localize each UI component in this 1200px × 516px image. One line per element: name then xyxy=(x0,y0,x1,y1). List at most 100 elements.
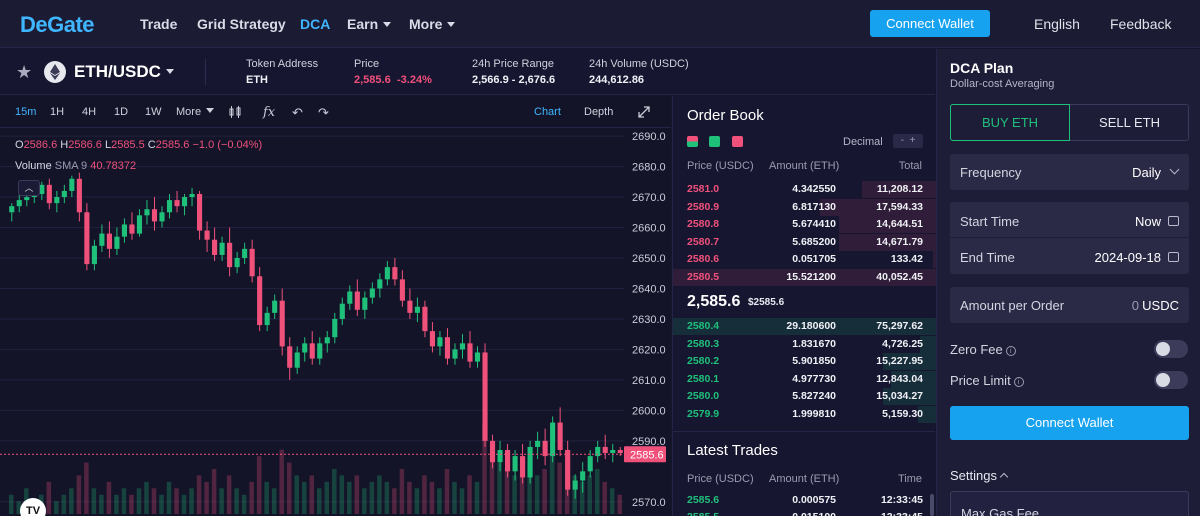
pair-selector[interactable]: ETH/USDC xyxy=(74,62,161,81)
amount-input[interactable]: 0 xyxy=(1131,298,1139,313)
feedback-link[interactable]: Feedback xyxy=(1110,16,1172,32)
frequency-select[interactable]: Frequency Daily xyxy=(950,154,1189,190)
tab-depth[interactable]: Depth xyxy=(584,106,614,118)
view-asks-icon[interactable] xyxy=(731,136,743,147)
price-axis-label: 2640.0 xyxy=(632,283,666,295)
candle-body xyxy=(39,184,45,194)
volume-bar xyxy=(489,456,495,514)
volume-bar xyxy=(579,481,585,514)
candle-body xyxy=(474,352,481,362)
volume-bar xyxy=(121,488,127,514)
ask-row[interactable]: 2581.0 4.342550 11,208.12 xyxy=(673,181,936,198)
degate-logo[interactable]: DeGate xyxy=(20,12,95,38)
bid-row[interactable]: 2580.3 1.831670 4,726.25 xyxy=(673,335,936,353)
ask-row[interactable]: 2580.7 5.685200 14,671.79 xyxy=(673,233,936,251)
candle-body xyxy=(16,200,22,207)
volume-bar xyxy=(84,462,89,514)
chevron-down-icon[interactable] xyxy=(166,69,174,74)
candle-body xyxy=(602,446,608,454)
ohlc-high: 2586.6 xyxy=(68,139,102,151)
candle-body xyxy=(437,337,443,347)
timeframe-4h[interactable]: 4H xyxy=(82,106,97,118)
depth-bar xyxy=(933,251,936,268)
connect-wallet-button-top[interactable]: Connect Wallet xyxy=(870,10,990,37)
timeframe-1w[interactable]: 1W xyxy=(145,106,162,118)
max-gas-fee-field[interactable]: Max Gas Fee xyxy=(950,491,1189,516)
settings-toggle[interactable]: Settings xyxy=(950,468,1009,483)
volume-bar xyxy=(16,501,22,514)
sell-eth-tab[interactable]: SELL ETH xyxy=(1099,115,1160,130)
zero-fee-toggle[interactable] xyxy=(1154,340,1188,358)
end-time-label: End Time xyxy=(960,250,1015,265)
ask-row[interactable]: 2580.9 6.817130 17,594.33 xyxy=(673,198,936,216)
nav-trade[interactable]: Trade xyxy=(140,16,178,32)
nav-earn[interactable]: Earn xyxy=(347,16,392,32)
volume-bar xyxy=(587,475,592,514)
price-limit-toggle[interactable] xyxy=(1154,371,1188,389)
candle-body xyxy=(535,440,541,447)
volume-bar xyxy=(384,481,390,514)
chevron-down-icon xyxy=(447,22,456,27)
amount-per-order-field[interactable]: Amount per Order 0 USDC xyxy=(950,287,1189,323)
timeframe-more[interactable]: More xyxy=(176,106,215,118)
volume-bar xyxy=(339,475,345,514)
language-selector[interactable]: English xyxy=(1034,16,1080,32)
range-label: 24h Price Range xyxy=(472,58,554,70)
candle-body xyxy=(520,456,526,478)
bid-total: 5,159.30 xyxy=(882,407,923,420)
volume-bar xyxy=(542,469,547,514)
buy-eth-tab[interactable]: BUY ETH xyxy=(950,104,1070,141)
price-axis-label: 2620.0 xyxy=(632,344,666,356)
volume-bar xyxy=(437,488,442,514)
tradingview-logo[interactable]: TV xyxy=(20,498,46,516)
depth-bar xyxy=(891,370,936,388)
candle-body xyxy=(324,337,330,344)
indicators-icon[interactable]: fx xyxy=(263,105,276,120)
redo-icon[interactable]: ↷ xyxy=(318,105,329,120)
nav-grid-strategy[interactable]: Grid Strategy xyxy=(197,16,286,32)
candle-body xyxy=(309,343,315,359)
ask-row[interactable]: 2580.8 5.674410 14,644.51 xyxy=(673,216,936,233)
nav-more[interactable]: More xyxy=(409,16,456,32)
candlestick-chart[interactable]: 2690.0 2680.0 2670.0 2660.0 2650.0 2640.0 2630… xyxy=(0,128,671,516)
bid-row[interactable]: 2580.2 5.901850 15,227.95 xyxy=(673,353,936,370)
candle-body xyxy=(347,291,353,304)
volume-bar xyxy=(617,494,622,514)
candle-body xyxy=(121,224,127,237)
timeframe-1h[interactable]: 1H xyxy=(50,106,65,118)
fullscreen-icon[interactable] xyxy=(637,105,651,122)
bid-row[interactable]: 2580.0 5.827240 15,034.27 xyxy=(673,388,936,405)
undo-icon[interactable]: ↶ xyxy=(292,105,303,120)
token-address-value[interactable]: ETH xyxy=(246,74,268,86)
connect-wallet-button[interactable]: Connect Wallet xyxy=(950,406,1189,440)
candle-body xyxy=(489,440,496,463)
bid-row[interactable]: 2579.9 1.999810 5,159.30 xyxy=(673,405,936,423)
candle-type-icon[interactable] xyxy=(228,105,242,122)
favorite-star-icon[interactable]: ★ xyxy=(16,62,33,82)
decimal-stepper[interactable]: - + xyxy=(893,134,923,148)
price-axis-label: 2660.0 xyxy=(632,223,666,235)
bid-row[interactable]: 2580.4 29.180600 75,297.62 xyxy=(673,318,936,335)
volume-bar xyxy=(189,488,194,514)
candle-body xyxy=(482,352,488,441)
volume-bar xyxy=(286,462,292,514)
candle-body xyxy=(565,450,571,490)
volume-bar xyxy=(234,488,239,514)
view-bids-icon[interactable] xyxy=(709,136,721,147)
ask-row[interactable]: 2580.6 0.051705 133.42 xyxy=(673,251,936,268)
bid-row[interactable]: 2580.1 4.977730 12,843.04 xyxy=(673,370,936,388)
info-icon[interactable]: i xyxy=(1013,377,1024,387)
info-icon[interactable]: i xyxy=(1005,346,1016,356)
timeframe-15m[interactable]: 15m xyxy=(15,106,37,118)
tab-chart[interactable]: Chart xyxy=(534,106,561,118)
view-both-icon[interactable] xyxy=(687,136,698,147)
candle-body xyxy=(287,346,293,368)
collapse-legend-button[interactable]: ︿ xyxy=(18,180,40,196)
nav-dca[interactable]: DCA xyxy=(300,16,331,32)
ask-row[interactable]: 2580.5 15.521200 40,052.45 xyxy=(673,268,936,286)
side-tabs: BUY ETH SELL ETH xyxy=(950,104,1189,141)
ohlc-c-label: C xyxy=(147,139,156,151)
timeframe-1d[interactable]: 1D xyxy=(114,106,129,118)
price-axis-label: 2590.0 xyxy=(632,436,666,448)
scrollbar[interactable] xyxy=(930,494,934,516)
